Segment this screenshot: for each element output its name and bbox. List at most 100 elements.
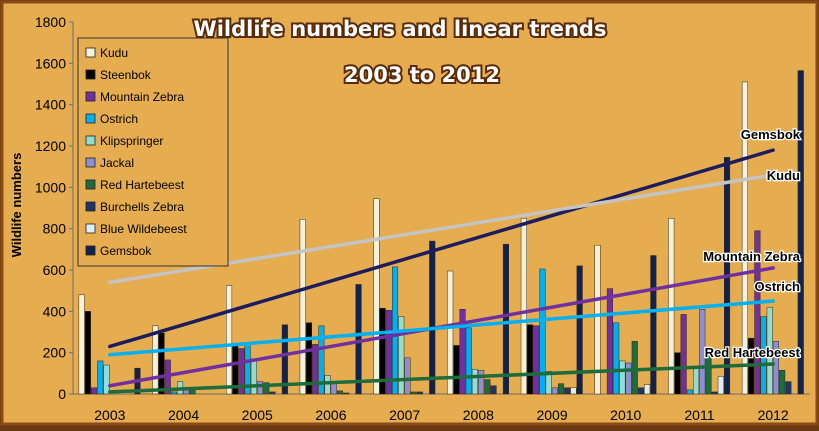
- bar: [257, 381, 264, 395]
- bar: [398, 316, 405, 395]
- bar: [459, 309, 466, 395]
- legend-label: Mountain Zebra: [100, 90, 184, 104]
- y-tick-label: 0: [58, 386, 66, 402]
- bar: [318, 325, 325, 395]
- bar: [520, 218, 527, 395]
- bar: [330, 383, 337, 395]
- bar: [539, 268, 546, 395]
- bar: [606, 288, 614, 395]
- bar: [644, 384, 651, 395]
- bar: [416, 391, 423, 395]
- bar: [484, 379, 491, 395]
- legend-label: Klipspringer: [100, 134, 163, 148]
- bar: [576, 265, 583, 395]
- bar: [336, 390, 343, 395]
- trend-label: Gemsbok: [741, 127, 801, 142]
- legend-label: Gemsbok: [100, 244, 152, 258]
- bar: [478, 369, 485, 395]
- bar: [385, 310, 392, 395]
- y-axis-label: Wildlife numbers: [9, 153, 24, 258]
- trend-line: [108, 148, 775, 349]
- bar: [631, 341, 638, 395]
- trend-line: [108, 299, 775, 357]
- bar: [152, 325, 159, 395]
- bar: [766, 306, 773, 395]
- bar: [551, 387, 558, 395]
- bar: [717, 376, 724, 395]
- x-tick-label: 2012: [758, 407, 789, 423]
- y-tick-label: 1600: [35, 55, 66, 71]
- bar: [429, 240, 436, 395]
- trend-label: Ostrich: [754, 279, 800, 294]
- bar: [410, 391, 417, 395]
- bar: [785, 381, 792, 395]
- x-tick-label: 2008: [463, 407, 494, 423]
- bar: [637, 387, 645, 395]
- trend-label: Kudu: [767, 168, 800, 183]
- bar: [281, 324, 288, 395]
- bar: [91, 387, 98, 395]
- bar: [772, 341, 780, 395]
- legend-swatch: [85, 91, 96, 102]
- bar: [269, 391, 276, 395]
- y-tick-label: 800: [43, 221, 67, 237]
- bar: [650, 255, 657, 395]
- y-tick-label: 400: [43, 303, 67, 319]
- bar: [379, 307, 386, 395]
- bar: [760, 316, 767, 395]
- bar: [355, 284, 362, 395]
- y-tick-label: 600: [43, 262, 67, 278]
- chart-title-line-1: Wildlife numbers and linear trends: [194, 17, 607, 41]
- bar: [533, 325, 540, 395]
- bar: [741, 81, 749, 395]
- legend-label: Burchells Zebra: [100, 200, 184, 214]
- bar: [680, 314, 687, 395]
- chart-title-line-2: 2003 to 2012: [344, 63, 500, 87]
- bar: [570, 387, 577, 395]
- bar: [465, 327, 472, 395]
- legend-label: Ostrich: [100, 112, 138, 126]
- legend-swatch: [85, 179, 96, 190]
- bar: [447, 270, 454, 395]
- bar: [471, 368, 478, 395]
- bar: [263, 382, 270, 395]
- bar: [84, 311, 91, 395]
- trend-label: Red Hartebeest: [705, 345, 801, 360]
- bar: [705, 355, 712, 395]
- trend-label: Mountain Zebra: [703, 249, 801, 264]
- y-tick-label: 1000: [35, 179, 66, 195]
- bar: [324, 375, 331, 395]
- x-tick-label: 2010: [610, 407, 641, 423]
- bar: [779, 369, 786, 395]
- legend-box: [77, 37, 229, 267]
- bar: [78, 294, 85, 395]
- y-tick-label: 1200: [35, 138, 66, 154]
- bar: [613, 322, 620, 395]
- bar: [619, 360, 626, 395]
- bar: [564, 387, 571, 395]
- y-tick-label: 200: [43, 345, 67, 361]
- x-tick-label: 2003: [94, 407, 125, 423]
- chart-text: Wildlife numbers and linear trends 2003 …: [9, 15, 608, 258]
- bar: [343, 392, 350, 395]
- y-tick-label: 1400: [35, 97, 66, 113]
- trend-lines: Gemsbok Kudu Mountain Zebra Ostrich Red Hart…: [108, 126, 802, 394]
- legend-swatch: [85, 135, 96, 146]
- bar: [226, 285, 233, 395]
- legend-swatch: [85, 201, 96, 212]
- bar: [797, 70, 804, 395]
- bar: [312, 344, 319, 395]
- bar: [453, 345, 460, 395]
- x-tick-label: 2005: [242, 407, 273, 423]
- legend-swatch: [85, 47, 96, 58]
- x-tick-label: 2009: [536, 407, 567, 423]
- axes: 0 200 400 600 800 1000 1200 1400 1600 1800 2003 200…: [35, 14, 810, 423]
- bar: [170, 391, 177, 395]
- bar: [97, 360, 104, 395]
- legend-label: Steenbok: [100, 68, 152, 82]
- bar: [404, 357, 411, 395]
- legend-label: Blue Wildebeest: [100, 222, 187, 236]
- bar: [373, 198, 380, 395]
